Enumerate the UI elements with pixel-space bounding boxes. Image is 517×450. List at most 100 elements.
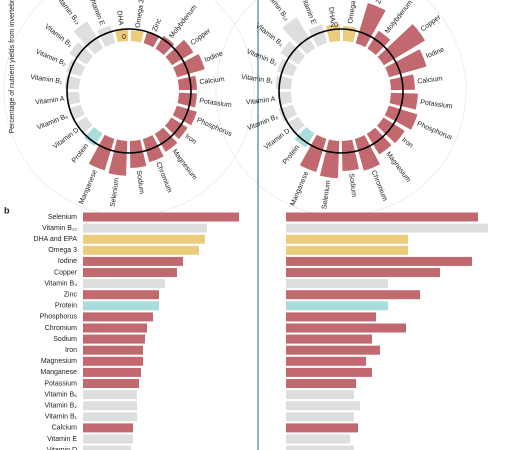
radial-bar [130,30,144,43]
radial-bar [108,139,128,176]
radial-bar [129,139,147,168]
category-label: Vitamin D [263,128,291,152]
category-label: Chromium [45,325,77,332]
bar [286,401,360,411]
category-label: Molybdenum [168,4,198,40]
category-label: Iodine [425,46,445,60]
category-label: Vitamin B₂ [245,48,278,67]
category-label: Calcium [52,425,77,432]
bar [286,423,358,433]
radial-bar [367,30,391,56]
bar [286,367,372,377]
bar [286,256,472,266]
outer-ring [3,0,255,217]
bar [286,390,354,400]
bar [83,412,137,422]
radial-bar [385,49,427,78]
bar [286,356,366,366]
category-label: Iodine [58,258,77,265]
bar [286,323,406,333]
bar [83,301,159,311]
radial-bar [73,21,104,55]
radial-bar [154,127,178,152]
category-label: Vitamin A [246,96,276,107]
category-label: Zinc [64,292,78,299]
radial-bar [83,126,103,147]
radial-bar [275,75,293,90]
bar [286,312,376,322]
category-label: Vitamin A [35,96,65,107]
category-label: Potassium [420,99,454,111]
category-label: Magnesium [384,151,411,184]
bar [286,223,488,233]
radial-bar [366,127,392,155]
bar [83,423,133,433]
category-label: Selenium [110,177,121,207]
category-label: Chromium [154,161,173,194]
radial-bar [377,24,426,66]
category-label: Omega 3 [347,0,358,24]
category-label: DHA [115,10,124,26]
radial-bar [165,39,194,66]
category-label: Vitamin B₂ [34,49,67,68]
category-label: Magnesium [170,148,197,181]
radial-bar [277,91,293,106]
category-label: Vitamin B₁₂ [42,225,77,232]
r-tick-label: 0 [122,34,126,41]
category-label: Vitamin B₃ [44,280,77,287]
bar [83,312,153,322]
radial-bar [376,117,405,144]
bar [286,301,388,311]
category-label: Vitamin B₃ [254,22,284,48]
bar [83,268,177,277]
category-label: Potassium [199,98,233,110]
category-label: Sodium [135,170,145,195]
radial-bar [282,17,316,55]
category-label: Vitamin E [299,0,317,26]
bar [286,245,408,255]
y-axis-label: Percentage of nutrient yields from inver… [9,0,16,134]
category-label: Vitamin E [47,436,77,443]
category-label: Vitamin B₁ [45,414,78,421]
category-label: Selenium [321,180,332,210]
radial-bar [76,116,93,133]
bar [83,290,159,300]
category-label: Manganese [40,369,77,376]
bar [83,345,143,355]
bar [83,445,131,450]
category-label: Vitamin B₁₂ [54,0,81,26]
bar [286,268,440,277]
category-label: Manganese [289,170,310,207]
radial-bar [173,54,205,78]
radial-bar [287,116,305,134]
radial-bar [341,139,359,171]
bar [83,401,137,411]
bar [286,290,420,300]
radial-bar [177,75,197,91]
radial-bar [355,3,386,48]
category-label: Vitamin B₆ [36,113,69,132]
bar [83,356,143,366]
bar [83,334,145,344]
bar [286,445,354,450]
bar [83,212,239,222]
bar [286,234,408,244]
bar [83,379,139,388]
category-label: Vitamin B₁ [30,74,63,86]
radial-bar [143,31,160,48]
category-label: Iron [400,137,414,150]
category-label: Copper [190,27,213,47]
bar [83,279,165,289]
bar [83,245,199,255]
bar [83,256,183,266]
category-label: Protein [55,303,77,310]
category-label: Magnesium [41,358,77,365]
category-label: Iron [184,133,198,146]
category-label: Zinc [375,0,387,5]
category-label: Manganese [78,169,99,206]
reference-circle [278,28,404,154]
category-label: Omega 3 [135,0,146,28]
category-label: Iron [65,347,77,354]
